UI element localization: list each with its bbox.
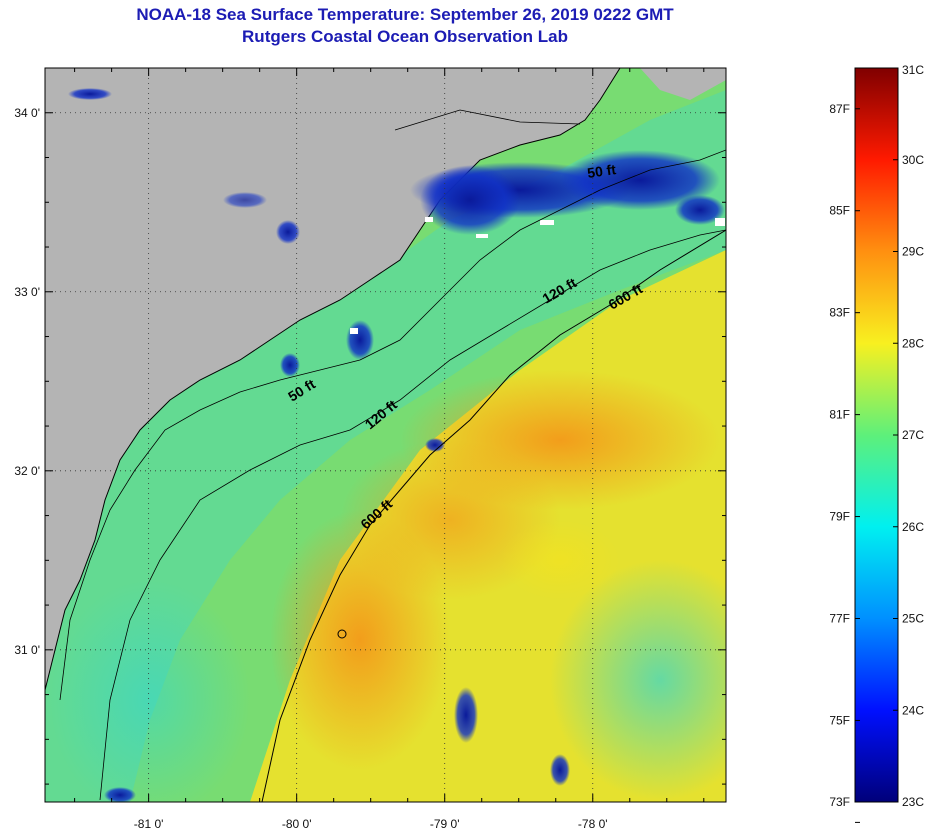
- map-frame: [44, 67, 727, 803]
- land-ne: [640, 68, 726, 100]
- cloud-speck: [715, 218, 725, 226]
- cloud-patch-7: [454, 687, 478, 743]
- cloud-speck: [425, 217, 433, 222]
- station-marker: [337, 629, 347, 639]
- colorbar-celsius-label: 23C: [902, 795, 924, 809]
- map-area: [45, 68, 726, 802]
- inland-lake-3: [68, 88, 112, 100]
- cloud-patch-9: [425, 438, 445, 452]
- contour-120ft-north: [394, 109, 581, 131]
- cool-patch-sw: [50, 580, 250, 802]
- lon-tick-label: -80 0': [282, 817, 312, 831]
- cloud-speck: [540, 220, 554, 225]
- coastline: [45, 68, 621, 691]
- lat-tick-label: 32 0': [14, 464, 40, 478]
- contour-label-50ft-north: 50 ft: [586, 161, 617, 181]
- cloud-patch-2: [420, 165, 520, 235]
- nearshore-band: [45, 90, 726, 802]
- lon-tick-label: -78 0': [578, 817, 608, 831]
- lat-tick-label: 31 0': [14, 643, 40, 657]
- cloud-speck: [476, 234, 488, 238]
- colorbar-fahrenheit-label: 83F: [829, 306, 850, 320]
- land-mass: [45, 68, 620, 690]
- lat-tick-label: 33 0': [14, 285, 40, 299]
- colorbar-fahrenheit-label: 81F: [829, 408, 850, 422]
- cool-patch-se: [550, 560, 726, 800]
- lon-tick-label: -79 0': [430, 817, 460, 831]
- colorbar-fahrenheit-label: 87F: [829, 102, 850, 116]
- cloud-patch-8: [550, 754, 570, 786]
- inland-lake-1: [276, 220, 300, 244]
- cloud-speck: [350, 328, 358, 334]
- contour-600ft: [261, 229, 726, 802]
- colorbar-fahrenheit-label: 79F: [829, 510, 850, 524]
- map-subtitle: Rutgers Coastal Ocean Observation Lab: [242, 27, 568, 46]
- colorbar-celsius-label: 31C: [902, 63, 924, 77]
- colorbar-labels: 31C 30C 29C 28C 27C 26C 25C 24C 23C 87F 85F 83F 81F 7…: [829, 63, 924, 823]
- contour-120ft: [99, 229, 726, 801]
- lon-tick-label: -81 0': [134, 817, 164, 831]
- axis-ticks: -81 0' -80 0' -79 0' -78 0' 34 0' 33 0' 32 0' 3…: [14, 67, 726, 831]
- colorbar-celsius-label: 30C: [902, 153, 924, 167]
- colorbar-fahrenheit-label: 75F: [829, 713, 850, 727]
- inland-lake-2: [223, 192, 267, 208]
- cloud-patch-6: [280, 353, 300, 377]
- colorbar-fahrenheit-label: 73F: [829, 795, 850, 809]
- colorbar-scale: [854, 67, 899, 803]
- colorbar-celsius-label: 24C: [902, 703, 924, 717]
- colorbar-celsius-label: 25C: [902, 612, 924, 626]
- colorbar-celsius-label: 28C: [902, 336, 924, 350]
- graticule: [45, 68, 726, 802]
- yellow-patch: [500, 520, 620, 600]
- colorbar-celsius-label: 29C: [902, 245, 924, 259]
- map-title: NOAA-18 Sea Surface Temperature: Septemb…: [136, 5, 674, 24]
- lat-tick-label: 34 0': [14, 106, 40, 120]
- colorbar-fahrenheit-label: 77F: [829, 612, 850, 626]
- colorbar-celsius-label: 27C: [902, 428, 924, 442]
- cloud-patch-4: [675, 195, 725, 225]
- colorbar-celsius-label: 26C: [902, 520, 924, 534]
- colorbar-fahrenheit-label: 85F: [829, 204, 850, 218]
- contour-50ft: [59, 149, 726, 701]
- cloud-patch-3: [560, 150, 720, 210]
